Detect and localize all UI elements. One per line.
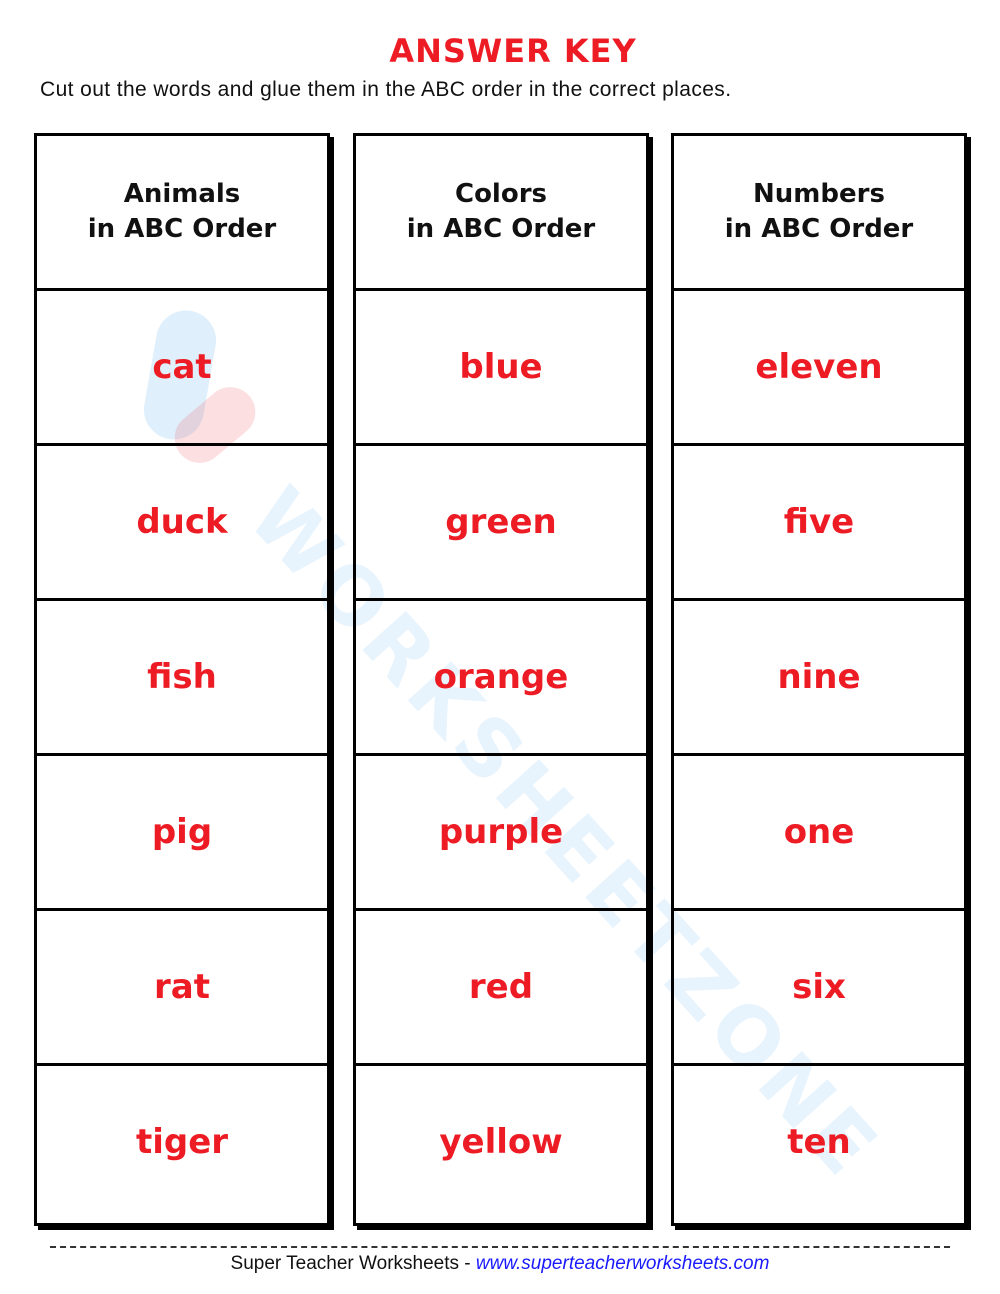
column-header: Numbers in ABC Order (674, 136, 964, 291)
answer-cell: fish (37, 601, 327, 756)
answer-cell: red (356, 911, 646, 1066)
column-colors: Colors in ABC Order blue green orange purple… (353, 133, 649, 1226)
instructions: Cut out the words and glue them in the A… (40, 78, 732, 101)
column-header: Colors in ABC Order (356, 136, 646, 291)
answer-cell: green (356, 446, 646, 601)
answer-cell: pig (37, 756, 327, 911)
answer-cell: nine (674, 601, 964, 756)
column-header: Animals in ABC Order (37, 136, 327, 291)
footer-link[interactable]: www.superteacherworksheets.com (475, 1253, 770, 1274)
answer-cell: rat (37, 911, 327, 1066)
answer-cell: duck (37, 446, 327, 601)
answer-cell: blue (356, 291, 646, 446)
answer-cell: cat (37, 291, 327, 446)
answer-cell: tiger (135, 1122, 229, 1162)
answer-cell: one (674, 756, 964, 911)
answer-cell: six (674, 911, 964, 1066)
column-animals: Animals in ABC Order cat duck fish pig rat tig… (34, 133, 330, 1226)
answer-cell: ten (787, 1122, 851, 1162)
footer: Super Teacher Worksheets - www.superteac… (0, 1253, 1000, 1275)
footer-brand: Super Teacher Worksheets - (230, 1253, 476, 1274)
answer-cell: orange (356, 601, 646, 756)
column-numbers: Numbers in ABC Order eleven five nine one six… (671, 133, 967, 1226)
answer-cell: yellow (439, 1122, 563, 1162)
answer-cell: five (674, 446, 964, 601)
cut-line (50, 1246, 950, 1248)
answer-cell: eleven (674, 291, 964, 446)
answer-cell: purple (356, 756, 646, 911)
page-title: ANSWER KEY (389, 32, 637, 70)
